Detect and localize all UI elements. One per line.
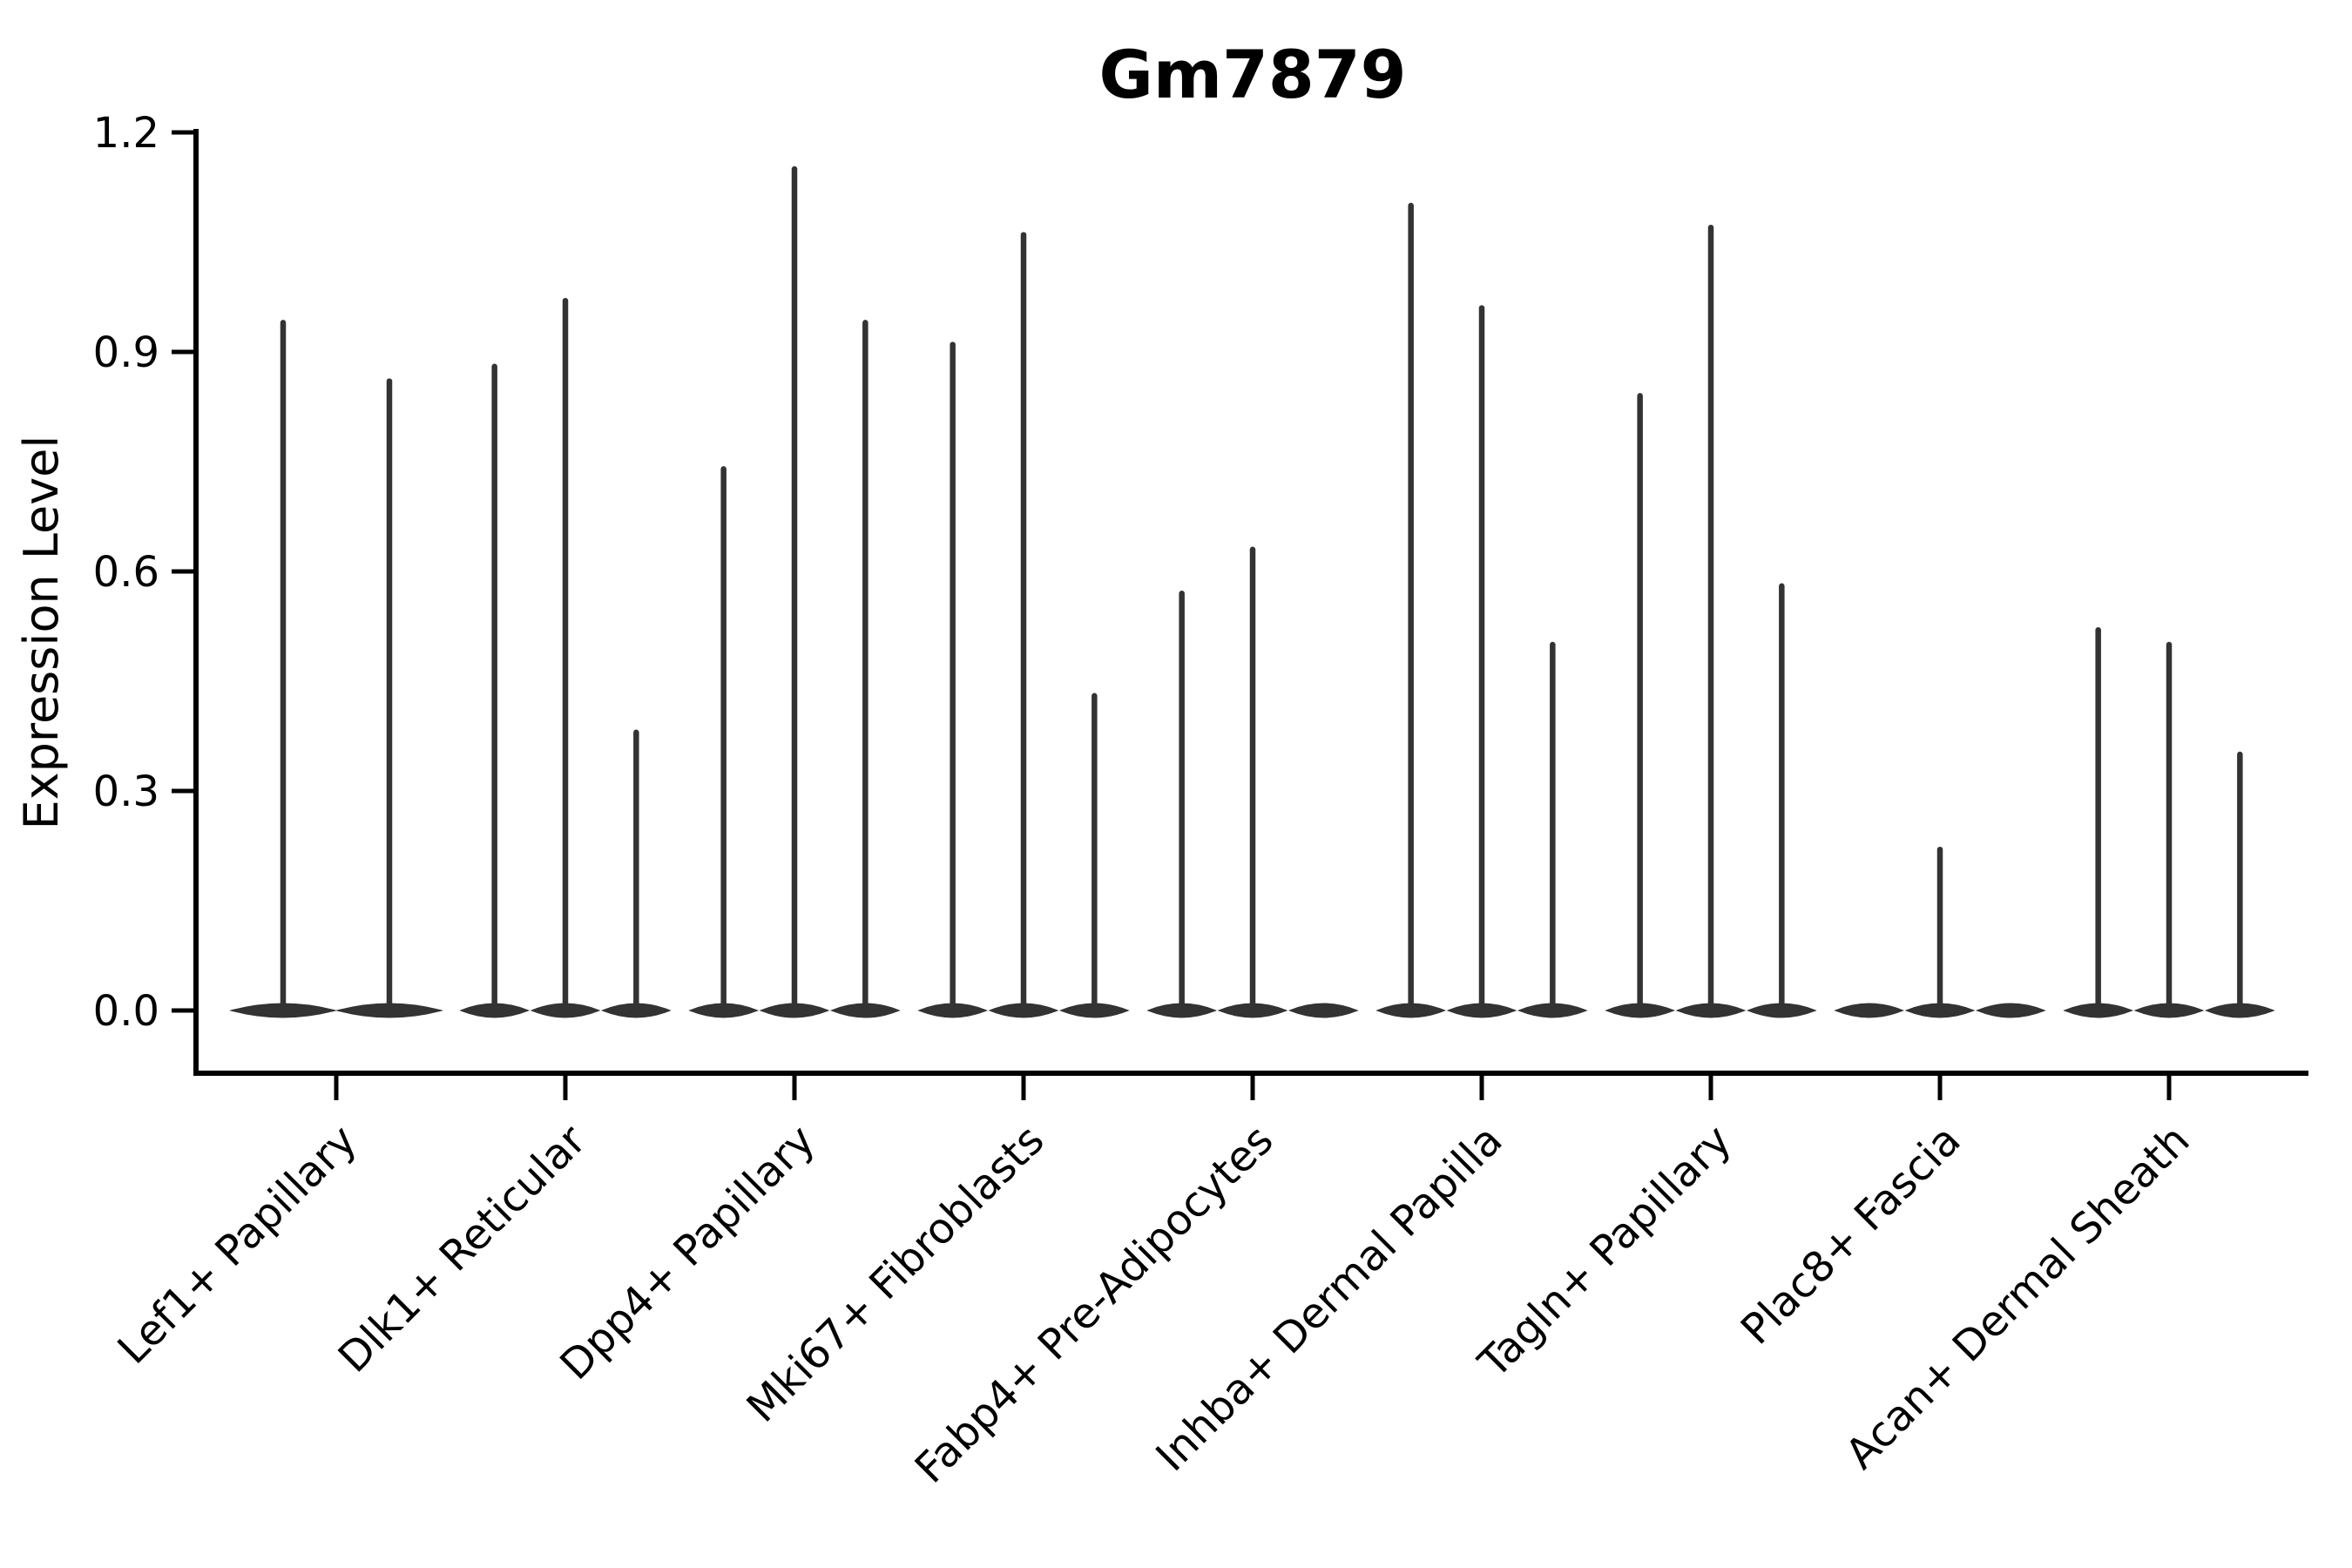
violin-group <box>459 297 672 1018</box>
y-axis-label: Expression Level <box>14 436 69 830</box>
violin-group <box>229 320 443 1018</box>
violin-group <box>1834 846 2046 1018</box>
violin-base <box>1288 1003 1359 1018</box>
y-tick-label: 1.2 <box>93 109 159 158</box>
x-tick-label: Tagln+ Papillary <box>1469 1116 1740 1388</box>
violin-base <box>1975 1003 2046 1018</box>
violin-group <box>917 232 1130 1018</box>
y-tick-label: 0.3 <box>93 767 159 816</box>
x-tick-label: Dpp4+ Papillary <box>551 1116 824 1389</box>
y-tick-label: 0.9 <box>93 328 159 377</box>
y-tick-label: 0.0 <box>93 987 159 1036</box>
x-tick-label: Lef1+ Papillary <box>109 1116 367 1374</box>
violin-group <box>1375 202 1588 1018</box>
violin-group <box>1605 224 1817 1018</box>
y-tick-label: 0.6 <box>93 548 159 597</box>
violin-group <box>688 166 901 1018</box>
violin-group <box>2063 626 2275 1018</box>
chart-title: Gm7879 <box>1098 36 1406 113</box>
violin-layer <box>229 166 2275 1018</box>
x-tick-label: Dlk1+ Reticular <box>329 1116 596 1382</box>
x-tick-label: Plac8+ Fascia <box>1732 1116 1970 1355</box>
violin-base <box>1834 1003 1905 1018</box>
violin-group <box>1146 546 1359 1018</box>
